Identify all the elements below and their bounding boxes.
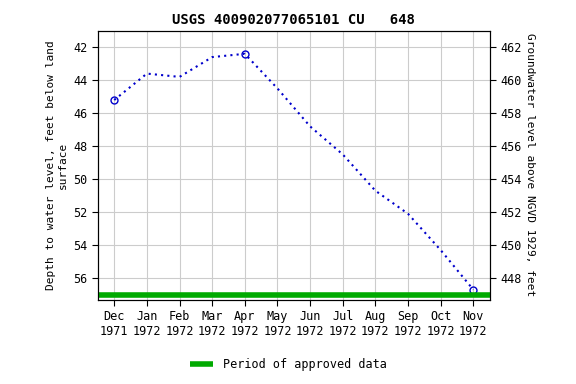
Y-axis label: Groundwater level above NGVD 1929, feet: Groundwater level above NGVD 1929, feet [525, 33, 535, 297]
Title: USGS 400902077065101 CU   648: USGS 400902077065101 CU 648 [172, 13, 415, 27]
Y-axis label: Depth to water level, feet below land
surface: Depth to water level, feet below land su… [46, 40, 68, 290]
Legend: Period of approved data: Period of approved data [185, 354, 391, 376]
